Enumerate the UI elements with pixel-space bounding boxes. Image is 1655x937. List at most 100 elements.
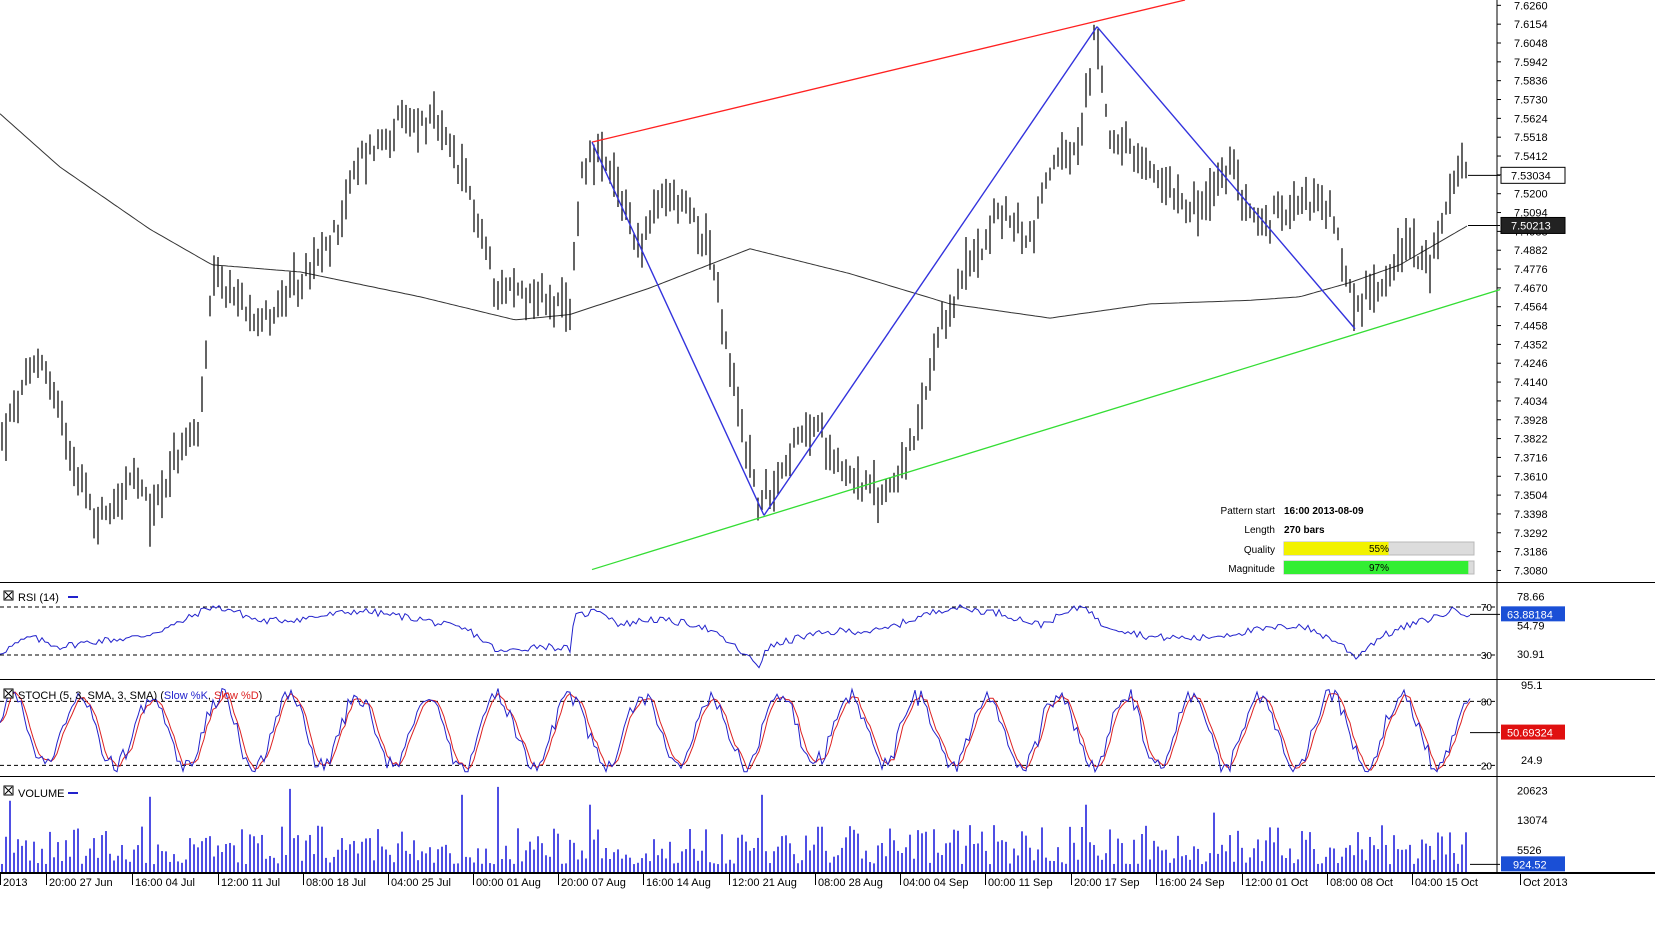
- price-tick-label: 7.3716: [1514, 452, 1548, 464]
- moving-average: [0, 113, 1468, 321]
- quality-value: 55%: [1369, 544, 1389, 555]
- stoch-k-line: [0, 687, 1471, 774]
- rsi-panel: 70 30 78.66 54.79 30.91 63.88184: [0, 592, 1565, 669]
- time-tick-label: 04:00 04 Sep: [903, 877, 968, 889]
- volume-value: 924.52: [1513, 859, 1547, 871]
- time-tick-label: 12:00 11 Jul: [221, 877, 280, 889]
- time-tick-label: 12:00 21 Aug: [732, 877, 797, 889]
- price-tick-label: 7.3822: [1514, 434, 1548, 446]
- stoch-d-label: Slow %D: [214, 690, 259, 702]
- price-tick-label: 7.4246: [1514, 358, 1548, 370]
- rsi-level-label: 30: [1481, 651, 1493, 662]
- stoch-panel: 80 20 95.1 24.9 50.69324: [0, 680, 1565, 774]
- price-tick-label: 7.3186: [1514, 547, 1548, 559]
- stoch-label-main: STOCH (5, 3, SMA, 3, SMA) (: [18, 690, 164, 702]
- pattern-leg: [763, 26, 1098, 516]
- price-tick-label: 7.5200: [1514, 189, 1548, 201]
- stoch-label-end: ): [259, 690, 263, 702]
- pattern-leg: [1096, 26, 1356, 330]
- price-tick-label: 7.4776: [1514, 264, 1548, 276]
- support-line: [591, 289, 1501, 571]
- rsi-tick-label: 54.79: [1517, 620, 1545, 632]
- price-tick-label: 7.6260: [1514, 0, 1548, 12]
- price-tick-label: 7.4140: [1514, 377, 1548, 389]
- stoch-tick-label: 95.1: [1521, 680, 1542, 692]
- stoch-value: 50.69324: [1507, 728, 1553, 740]
- time-tick-label: 16:00 24 Sep: [1159, 877, 1224, 889]
- volume-tick-label: 20623: [1517, 785, 1548, 797]
- volume-close-x: [4, 786, 13, 795]
- price-tick-label: 7.6154: [1514, 19, 1548, 31]
- price-tick-label: 7.4882: [1514, 245, 1548, 257]
- price-tick-label: 7.3398: [1514, 509, 1548, 521]
- time-tick-label: Oct 2013: [1523, 877, 1568, 889]
- rsi-tick-label: 30.91: [1517, 649, 1545, 661]
- stoch-d-line: [0, 691, 1471, 771]
- rsi-tick-label: 78.66: [1517, 592, 1545, 604]
- time-tick-label: 16:00 14 Aug: [646, 877, 711, 889]
- pattern-lines: [591, 0, 1501, 571]
- ma-value-box: [1500, 216, 1566, 234]
- pattern-leg: [591, 141, 765, 516]
- length-label: Length: [1244, 525, 1275, 536]
- price-tick-label: 7.5094: [1514, 208, 1548, 220]
- stoch-sep: ,: [208, 690, 214, 702]
- price-tick-label: 7.6048: [1514, 38, 1548, 50]
- time-tick-label: 20:00 07 Aug: [561, 877, 626, 889]
- volume-tick-label: 13074: [1517, 815, 1548, 827]
- rsi-label: RSI (14): [18, 592, 59, 604]
- rsi-level-label: 70: [1481, 603, 1493, 614]
- price-tick-label: 7.5836: [1514, 76, 1548, 88]
- current-price-box: [1500, 166, 1566, 184]
- time-tick-label: 08:00 18 Jul: [306, 877, 366, 889]
- pattern-start-label: Pattern start: [1221, 506, 1276, 517]
- rsi-line: [0, 604, 1471, 669]
- stoch-tick-label: 24.9: [1521, 755, 1542, 767]
- price-tick-label: 7.3610: [1514, 471, 1548, 483]
- rsi-value-box: [1501, 606, 1565, 622]
- time-tick-label: 20:00 27 Jun: [49, 877, 113, 889]
- pattern-start-value: 16:00 2013-08-09: [1284, 506, 1364, 517]
- pattern-info: Pattern start 16:00 2013-08-09 Length 27…: [1221, 506, 1475, 575]
- rsi-value: 63.88184: [1507, 609, 1553, 621]
- length-value: 270 bars: [1284, 525, 1325, 536]
- volume-panel: 20623 13074 5526 924.52: [1, 785, 1565, 872]
- stoch-close-x: [4, 689, 13, 698]
- price-tick-label: 7.3928: [1514, 415, 1548, 427]
- panel-frames: [0, 0, 1655, 874]
- stoch-level-label: 80: [1481, 697, 1493, 708]
- price-tick-label: 7.4352: [1514, 339, 1548, 351]
- price-tick-label: 7.4670: [1514, 283, 1548, 295]
- price-tick-label: 7.5942: [1514, 57, 1548, 69]
- magnitude-value: 97%: [1369, 563, 1389, 574]
- time-tick-label: 2013: [3, 877, 27, 889]
- moving-average-line: [0, 113, 1468, 321]
- volume-value-box: [1501, 856, 1565, 872]
- rsi-title: RSI (14): [3, 590, 78, 604]
- rsi-close-x: [4, 591, 13, 600]
- price-tick-label: 7.5412: [1514, 151, 1548, 163]
- volume-title: VOLUME: [3, 785, 78, 800]
- time-tick-label: 04:00 25 Jul: [391, 877, 451, 889]
- stoch-title: STOCH (5, 3, SMA, 3, SMA) (Slow %K, Slow…: [3, 688, 263, 702]
- price-axis: 7.6260 7.6154 7.6048 7.5942 7.5836 7.5730 7.56…: [1468, 0, 1566, 577]
- time-tick-label: 08:00 28 Aug: [818, 877, 883, 889]
- stoch-value-box: [1501, 724, 1565, 740]
- resistance-line: [591, 0, 1186, 143]
- price-tick-label: 7.3504: [1514, 490, 1548, 502]
- price-tick-label: 7.3080: [1514, 565, 1548, 577]
- price-tick-label: 7.4034: [1514, 396, 1548, 408]
- time-tick-label: 04:00 15 Oct: [1415, 877, 1478, 889]
- stoch-k-label: Slow %K: [164, 690, 209, 702]
- price-tick-label: 7.5730: [1514, 95, 1548, 107]
- quality-bar-fill: [1284, 542, 1389, 555]
- price-bars: [1, 24, 1467, 547]
- price-tick-label: 7.5624: [1514, 113, 1548, 125]
- stoch-level-label: 20: [1481, 761, 1493, 772]
- price-tick-label: 7.5518: [1514, 132, 1548, 144]
- volume-tick-label: 5526: [1517, 845, 1541, 857]
- ma-value: 7.50213: [1511, 220, 1551, 232]
- quality-label: Quality: [1244, 545, 1275, 556]
- current-price-value: 7.53034: [1511, 170, 1551, 182]
